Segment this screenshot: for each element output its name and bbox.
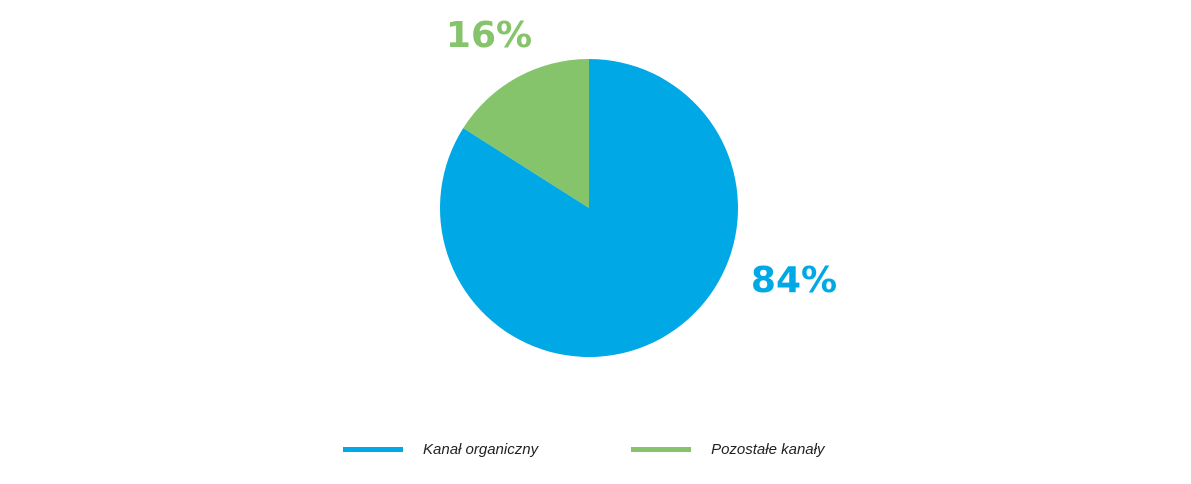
- legend-swatch-organic: [343, 447, 403, 452]
- legend-item-organic: Kanał organiczny: [343, 441, 538, 458]
- legend-item-other: Pozostałe kanały: [631, 441, 824, 458]
- legend-label-other: Pozostałe kanały: [711, 441, 825, 458]
- legend: Kanał organiczny Pozostałe kanały: [343, 441, 824, 458]
- legend-swatch-other: [631, 447, 692, 452]
- slice-value-label-organic: 84%: [751, 260, 837, 301]
- legend-label-organic: Kanał organiczny: [423, 441, 539, 458]
- slice-value-label-other: 16%: [446, 15, 532, 56]
- pie-slices: [440, 59, 738, 357]
- pie-slice-other: [463, 59, 589, 208]
